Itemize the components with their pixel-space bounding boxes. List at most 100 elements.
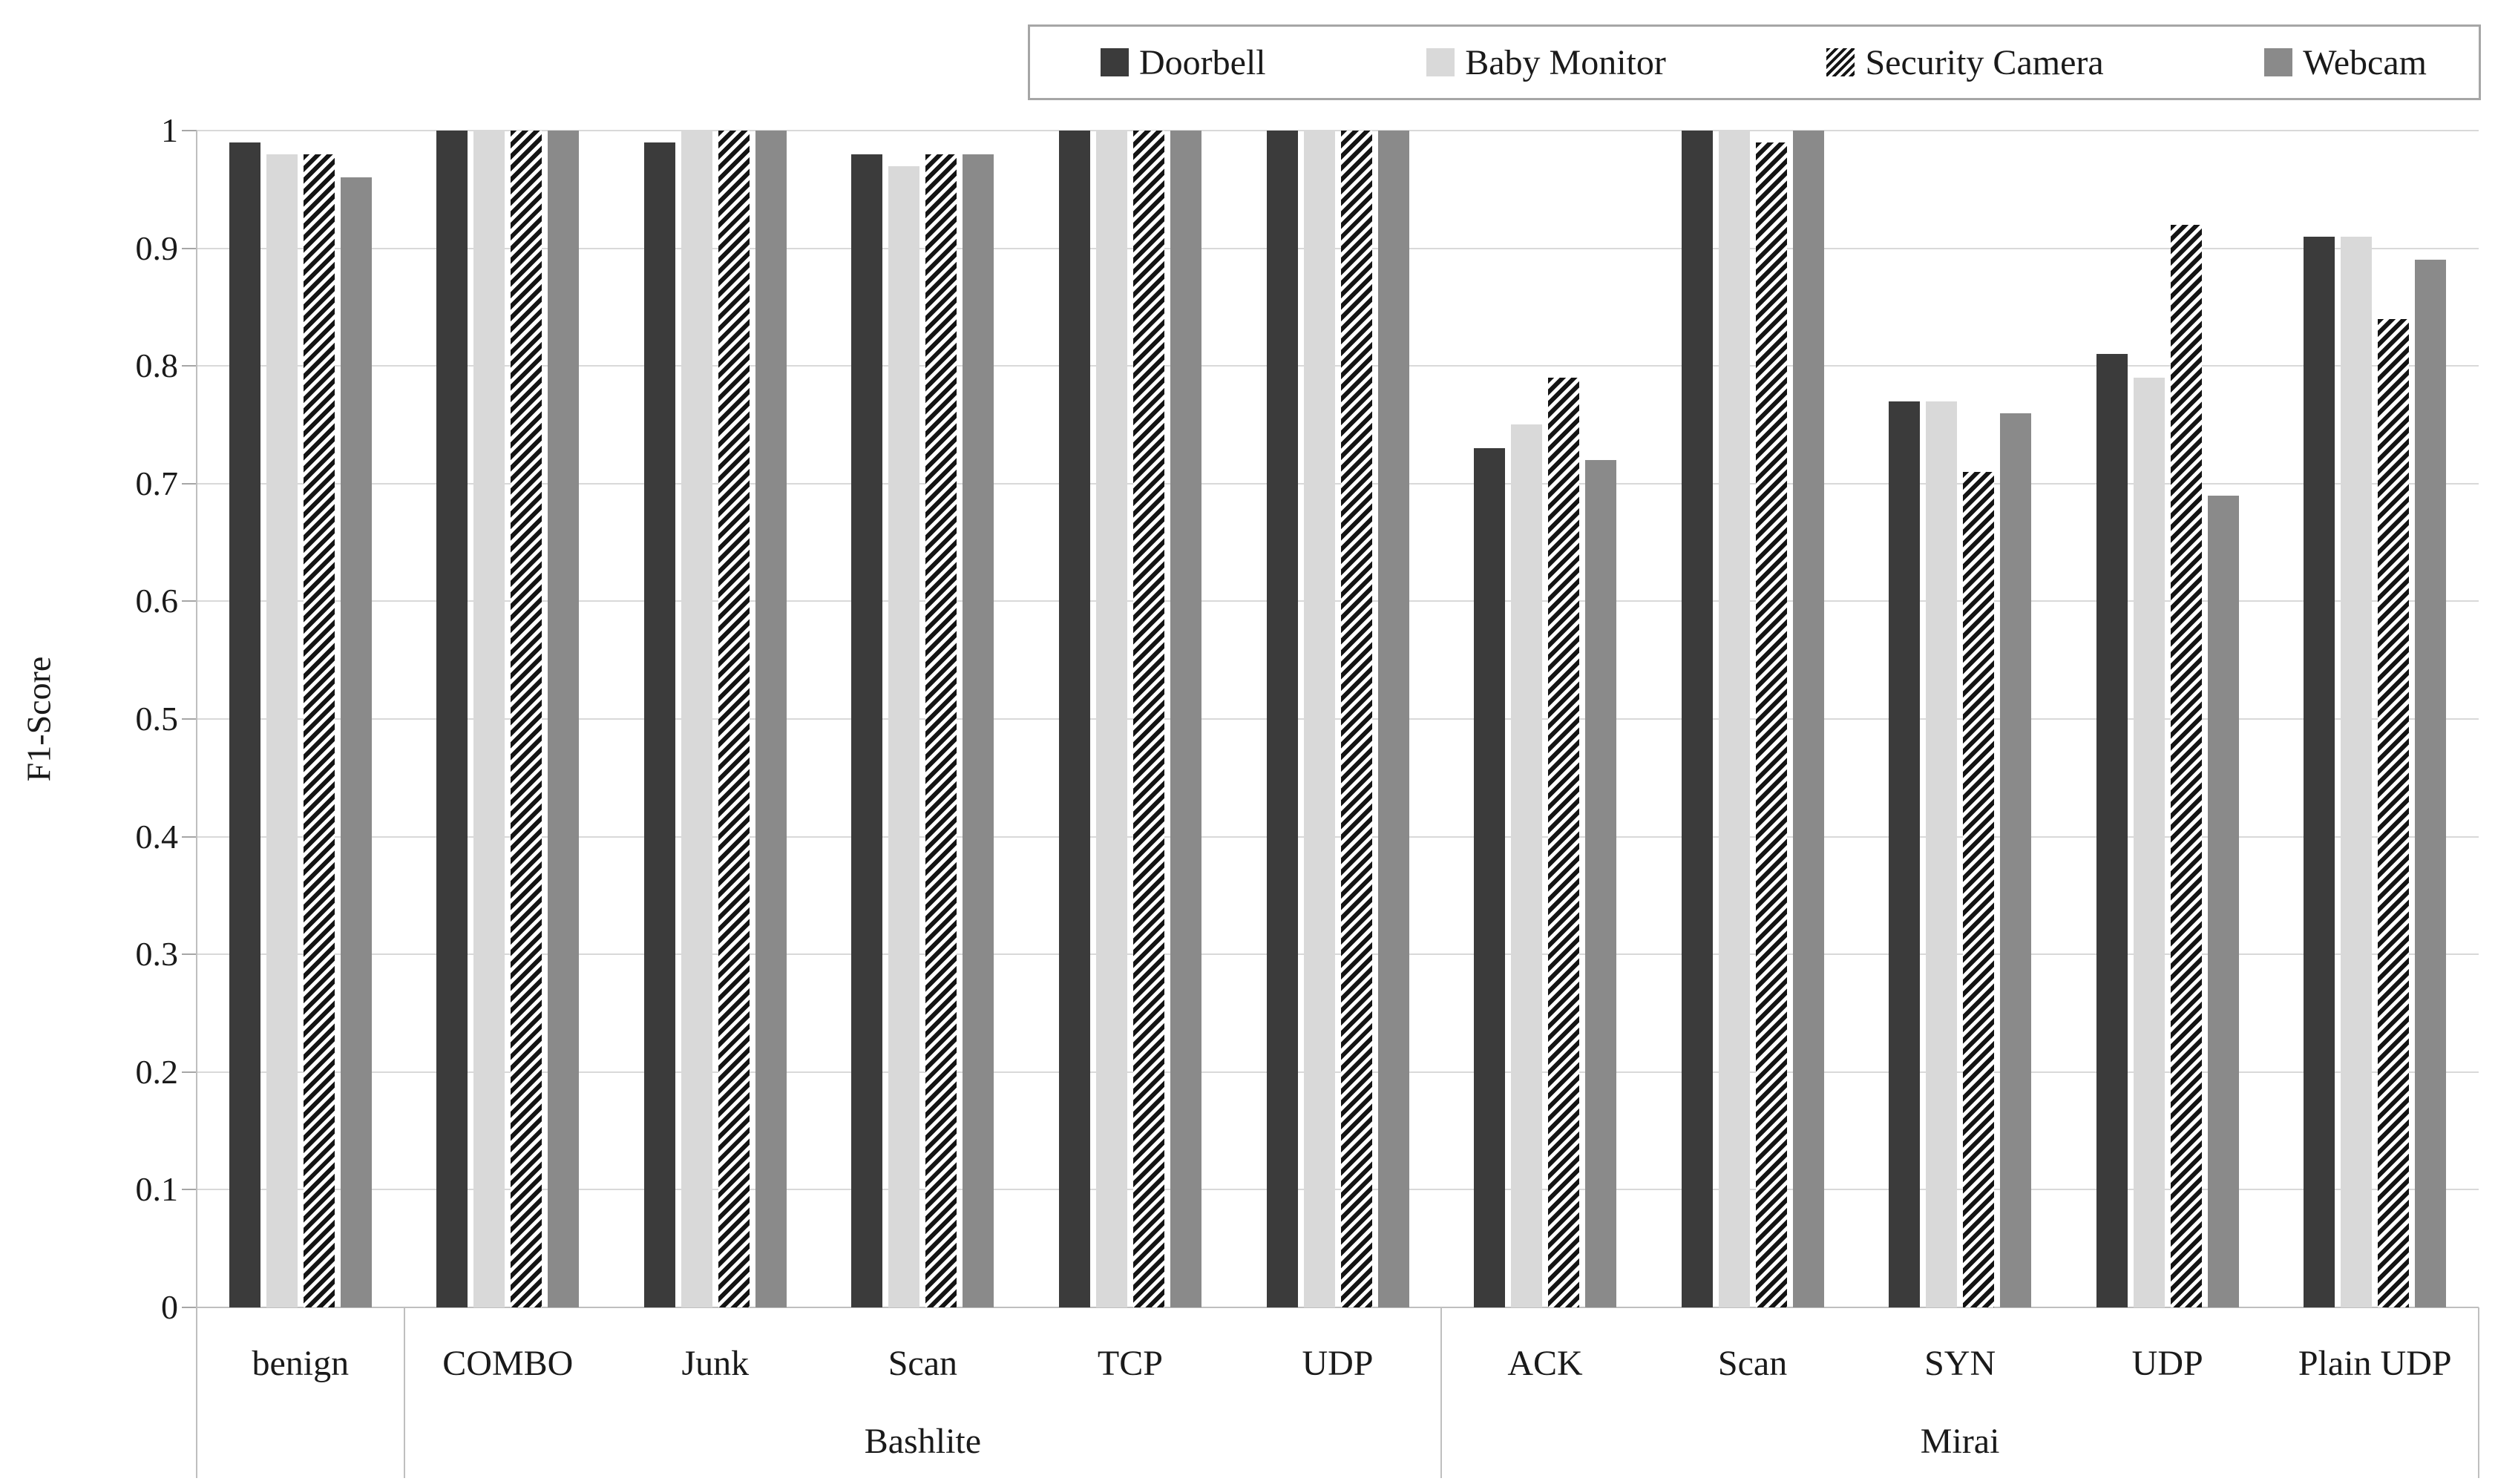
gridline-0.2 xyxy=(197,1071,2479,1073)
gridline-1 xyxy=(197,130,2479,131)
bar-baby-monitor-4-tcp xyxy=(1096,131,1127,1307)
x-label-6-ack: ACK xyxy=(1507,1344,1583,1383)
bar-security-camera-6-ack xyxy=(1548,378,1579,1307)
group-label-bashlite: Bashlite xyxy=(864,1422,982,1461)
legend-item-security-camera: Security Camera xyxy=(1826,42,2104,83)
y-axis-title: F1-Score xyxy=(19,656,58,782)
bar-security-camera-0-benign xyxy=(304,154,335,1307)
x-axis-line xyxy=(197,1307,2479,1308)
bar-baby-monitor-8-syn xyxy=(1926,401,1957,1307)
gridline-0.1 xyxy=(197,1189,2479,1190)
y-tick-0.4 xyxy=(182,836,197,838)
x-label-2-junk: Junk xyxy=(681,1344,750,1383)
y-tick-label-0.1: 0.1 xyxy=(135,1170,179,1208)
bar-webcam-1-combo xyxy=(548,131,579,1307)
bar-baby-monitor-1-combo xyxy=(473,131,505,1307)
bar-baby-monitor-2-junk xyxy=(681,131,712,1307)
y-tick-0 xyxy=(182,1307,197,1308)
bar-security-camera-10-plain-udp xyxy=(2378,319,2409,1307)
legend-item-webcam: Webcam xyxy=(2264,42,2427,83)
bar-security-camera-4-tcp xyxy=(1133,131,1164,1307)
bar-doorbell-1-combo xyxy=(436,131,468,1307)
y-tick-label-0.7: 0.7 xyxy=(135,464,179,502)
x-label-3-scan: Scan xyxy=(888,1344,958,1383)
bar-webcam-10-plain-udp xyxy=(2415,260,2446,1307)
legend-swatch-security-camera xyxy=(1826,48,1855,76)
bar-baby-monitor-0-benign xyxy=(266,154,298,1307)
bar-baby-monitor-6-ack xyxy=(1511,424,1542,1307)
bar-doorbell-3-scan xyxy=(851,154,882,1307)
bar-security-camera-8-syn xyxy=(1963,472,1994,1307)
axis-divider-6 xyxy=(1440,1307,1442,1478)
legend-swatch-doorbell xyxy=(1101,48,1129,76)
bar-baby-monitor-9-udp xyxy=(2134,378,2165,1307)
y-tick-0.6 xyxy=(182,600,197,602)
y-tick-label-0.6: 0.6 xyxy=(135,582,179,620)
bar-webcam-6-ack xyxy=(1585,460,1616,1307)
bar-doorbell-4-tcp xyxy=(1059,131,1090,1307)
legend-item-doorbell: Doorbell xyxy=(1101,42,1266,83)
legend-label-doorbell: Doorbell xyxy=(1139,42,1266,82)
legend-label-webcam: Webcam xyxy=(2303,42,2427,82)
y-tick-label-0.3: 0.3 xyxy=(135,935,179,973)
bar-doorbell-2-junk xyxy=(644,142,675,1307)
chart-legend: Doorbell Baby Monitor Security Camera Webca… xyxy=(1028,24,2481,100)
bar-security-camera-9-udp xyxy=(2171,225,2202,1307)
bar-webcam-5-udp xyxy=(1378,131,1409,1307)
bar-webcam-2-junk xyxy=(755,131,787,1307)
y-tick-label-0.5: 0.5 xyxy=(135,700,179,738)
x-label-8-syn: SYN xyxy=(1924,1344,1996,1383)
legend-swatch-baby-monitor xyxy=(1426,48,1455,76)
y-tick-label-0.8: 0.8 xyxy=(135,347,179,384)
axis-divider-1 xyxy=(404,1307,405,1478)
x-label-0-benign: benign xyxy=(252,1344,350,1383)
y-tick-0.2 xyxy=(182,1071,197,1073)
y-tick-label-1: 1 xyxy=(161,111,178,149)
y-tick-label-0.2: 0.2 xyxy=(135,1053,179,1091)
x-label-7-scan: Scan xyxy=(1717,1344,1788,1383)
y-tick-label-0: 0 xyxy=(161,1288,178,1326)
bar-doorbell-9-udp xyxy=(2096,354,2128,1307)
bar-webcam-9-udp xyxy=(2208,496,2239,1307)
y-tick-0.8 xyxy=(182,365,197,367)
y-tick-label-0.9: 0.9 xyxy=(135,229,179,267)
bar-security-camera-7-scan xyxy=(1756,142,1787,1307)
x-label-10-plain-udp: Plain UDP xyxy=(2298,1344,2452,1383)
y-tick-0.9 xyxy=(182,248,197,249)
y-tick-label-0.4: 0.4 xyxy=(135,818,179,856)
bar-security-camera-2-junk xyxy=(718,131,750,1307)
x-label-1-combo: COMBO xyxy=(442,1344,574,1383)
y-tick-0.7 xyxy=(182,483,197,485)
bar-webcam-3-scan xyxy=(963,154,994,1307)
bar-security-camera-5-udp xyxy=(1341,131,1372,1307)
bar-security-camera-3-scan xyxy=(925,154,957,1307)
bar-doorbell-6-ack xyxy=(1474,448,1505,1307)
y-tick-1 xyxy=(182,130,197,131)
bar-doorbell-5-udp xyxy=(1267,131,1298,1307)
axis-divider-11 xyxy=(2478,1307,2479,1478)
bar-doorbell-8-syn xyxy=(1889,401,1920,1307)
bar-webcam-4-tcp xyxy=(1170,131,1201,1307)
gridline-0.8 xyxy=(197,365,2479,367)
y-tick-0.3 xyxy=(182,953,197,955)
bar-baby-monitor-7-scan xyxy=(1719,131,1750,1307)
y-tick-0.5 xyxy=(182,718,197,720)
bar-doorbell-0-benign xyxy=(229,142,260,1307)
bar-doorbell-10-plain-udp xyxy=(2304,237,2335,1307)
gridline-0.4 xyxy=(197,836,2479,838)
bar-baby-monitor-10-plain-udp xyxy=(2341,237,2372,1307)
x-label-5-udp: UDP xyxy=(1302,1344,1374,1383)
bar-webcam-8-syn xyxy=(2000,413,2031,1307)
x-label-4-tcp: TCP xyxy=(1097,1344,1163,1383)
bar-doorbell-7-scan xyxy=(1682,131,1713,1307)
bar-baby-monitor-3-scan xyxy=(888,166,919,1307)
legend-swatch-webcam xyxy=(2264,48,2293,76)
y-tick-0.1 xyxy=(182,1189,197,1190)
bar-webcam-0-benign xyxy=(341,177,372,1307)
legend-label-baby-monitor: Baby Monitor xyxy=(1465,42,1666,82)
legend-label-security-camera: Security Camera xyxy=(1865,42,2104,82)
gridline-0.6 xyxy=(197,600,2479,602)
legend-item-baby-monitor: Baby Monitor xyxy=(1426,42,1666,83)
group-label-mirai: Mirai xyxy=(1920,1422,2000,1461)
